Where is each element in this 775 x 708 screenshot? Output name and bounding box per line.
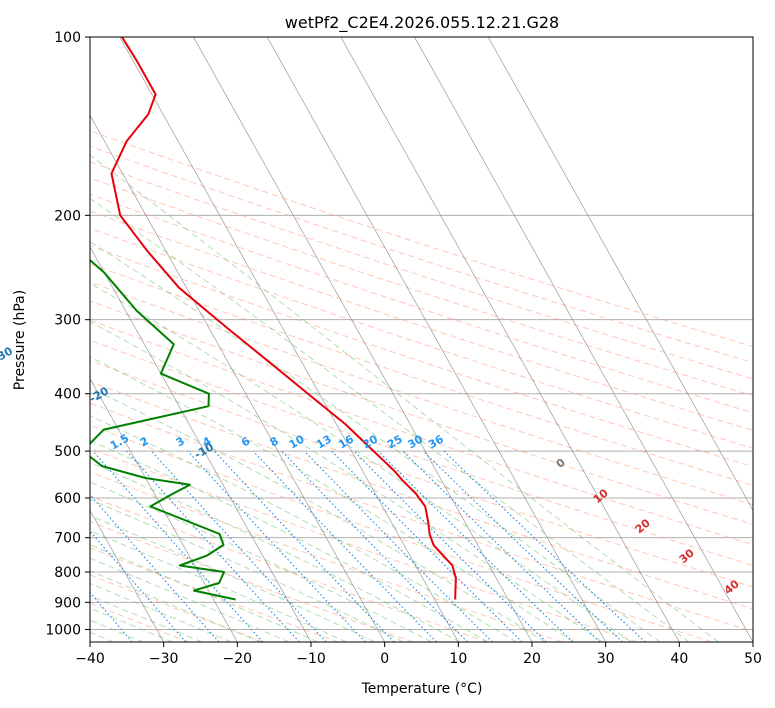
mixing-ratio-line (281, 450, 468, 642)
x-tick-label: 50 (744, 651, 762, 667)
y-tick-label: 700 (54, 531, 81, 547)
profile-series (90, 37, 457, 601)
isotherm-line (414, 37, 753, 642)
y-tick-label: 200 (54, 208, 81, 224)
dry-adiabat-line (90, 281, 753, 506)
moist-adiabat-line (90, 154, 719, 642)
moist-adiabats (90, 154, 719, 642)
dry-adiabat-line (90, 359, 753, 588)
isotherm-line (90, 114, 386, 642)
dry-adiabat-line (90, 177, 753, 397)
isotherm-line (266, 37, 607, 642)
moist-adiabat-line (90, 387, 546, 642)
isotherm-line (340, 37, 680, 642)
pressure-gridlines (90, 37, 753, 630)
y-tick-label: 100 (54, 30, 81, 46)
mixing-ratio-line (377, 450, 574, 642)
x-tick-label: 0 (380, 651, 389, 667)
moist-adiabat-line (90, 415, 517, 642)
moist-adiabat-line (90, 481, 432, 642)
x-tick-label: −30 (149, 651, 179, 667)
plot-background (90, 37, 753, 642)
mixing-ratio-line (213, 450, 395, 642)
moist-adiabat-line (90, 544, 318, 642)
isotherm-line (90, 509, 165, 642)
isotherm-line (119, 37, 459, 642)
y-tick-label: 1000 (45, 622, 81, 638)
mixing-ratio-line (331, 450, 523, 642)
dewpoint-profile-line (90, 258, 236, 601)
dry-adiabat-line (90, 402, 753, 633)
isotherm-line (90, 377, 238, 642)
dry-adiabat-line (90, 130, 753, 348)
moist-adiabat-line (90, 498, 404, 642)
dry-adiabat-line (90, 520, 414, 642)
y-tick-label: 400 (54, 387, 81, 403)
dry-adiabat-line (90, 424, 712, 642)
mixing-ratio-line (402, 450, 601, 642)
dry-adiabats (90, 130, 753, 642)
x-tick-label: 30 (597, 651, 615, 667)
dry-adiabat-line (90, 380, 753, 610)
x-tick-label: 20 (523, 651, 541, 667)
dry-adiabat-line (90, 145, 753, 364)
y-tick-label: 900 (54, 595, 81, 611)
mixing-ratio-line (90, 493, 220, 642)
moist-adiabat-line (90, 439, 489, 642)
mixing-ratio-lines (90, 450, 646, 642)
isotherm-line (90, 246, 312, 642)
y-tick-label: 600 (54, 491, 81, 507)
mixing-ratio-line (252, 450, 437, 642)
y-tick-label: 800 (54, 565, 81, 581)
y-tick-label: 500 (54, 444, 81, 460)
x-tick-label: 10 (449, 651, 467, 667)
moist-adiabat-line (90, 356, 574, 642)
x-tick-label: −40 (75, 651, 105, 667)
x-axis-title: Temperature (°C) (361, 681, 483, 697)
x-axis: −40 −30 −20 −10 0 10 20 30 40 50 (75, 642, 762, 667)
plot-frame (89, 36, 754, 643)
mixing-ratio-line (187, 450, 366, 642)
moist-adiabat-line (90, 197, 690, 642)
dry-adiabat-line (90, 471, 563, 642)
moist-adiabat-line (90, 557, 290, 642)
mixing-ratio-line (151, 450, 327, 642)
temperature-profile-line (110, 37, 457, 600)
x-tick-label: 40 (670, 651, 688, 667)
isotherm-line (193, 37, 533, 642)
dry-adiabat-line (90, 193, 753, 414)
moist-adiabat-line (90, 241, 661, 642)
y-axis-title: Pressure (hPa) (12, 290, 28, 390)
isotherm-line (487, 37, 753, 512)
dry-adiabat-line (90, 227, 753, 449)
isotherms (90, 37, 753, 642)
x-tick-label: −10 (296, 651, 326, 667)
y-axis: 100 200 300 400 500 600 700 800 900 1000 (45, 30, 90, 638)
chart-title: wetPf2_C2E4.2026.055.12.21.G28 (285, 13, 559, 33)
mixing-ratio-line (92, 450, 264, 642)
y-tick-label: 300 (54, 313, 81, 329)
moist-adiabat-line (90, 607, 173, 642)
mixing-ratio-line (304, 450, 493, 642)
moist-adiabat-line (90, 321, 603, 642)
x-tick-label: −20 (223, 651, 253, 667)
